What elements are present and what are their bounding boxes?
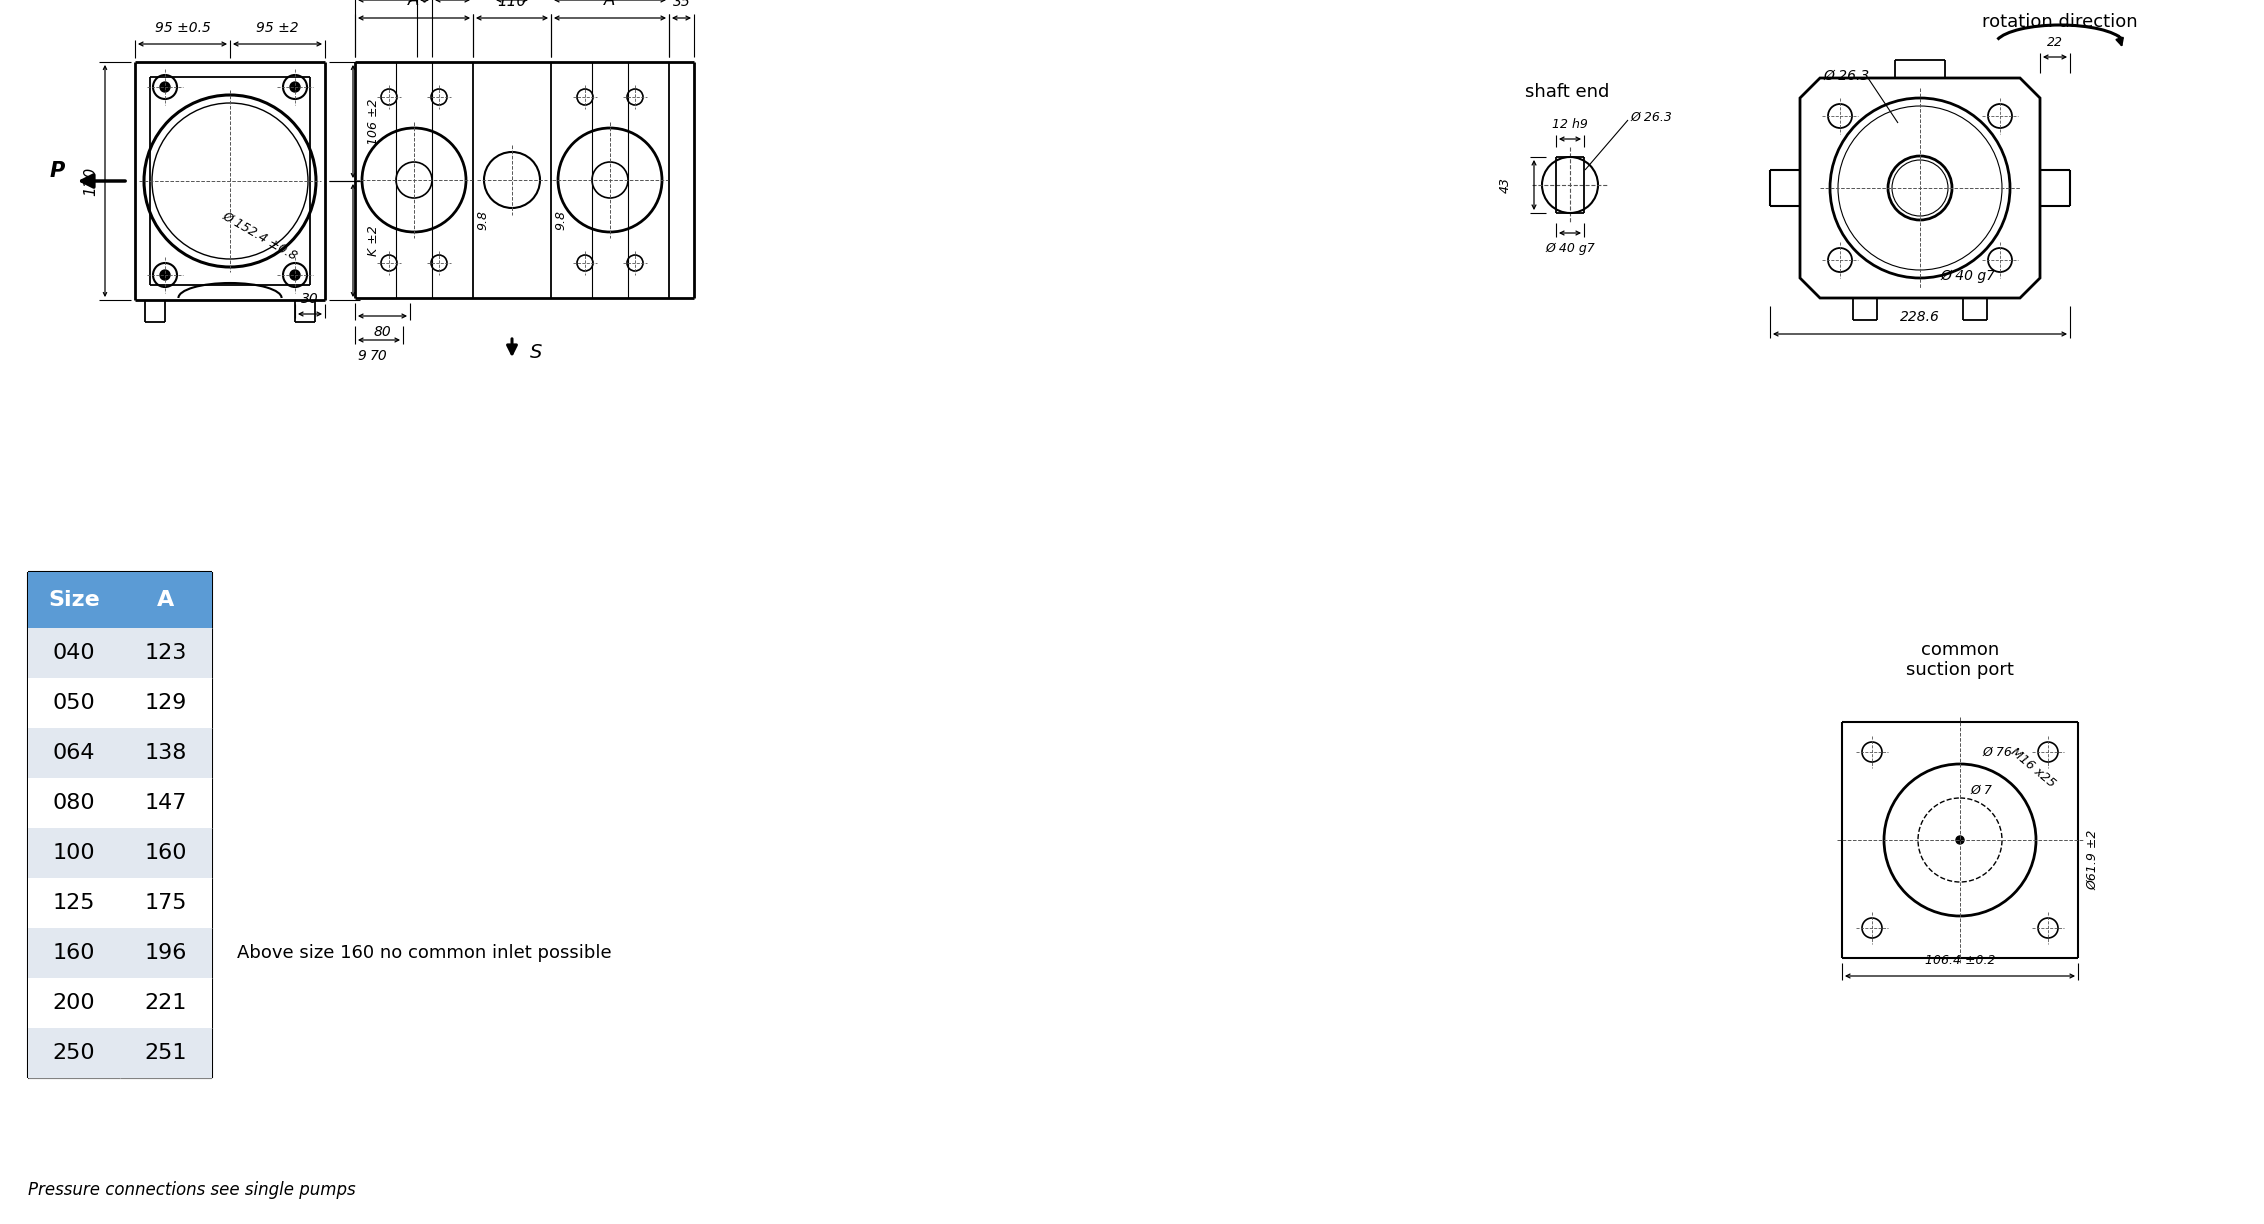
Text: 70: 70 (369, 349, 387, 364)
Bar (120, 1028, 213, 1078)
Text: 160: 160 (52, 942, 95, 963)
Text: Above size 160 no common inlet possible: Above size 160 no common inlet possible (238, 944, 611, 962)
Text: 250: 250 (52, 1043, 95, 1062)
Text: 12 h9: 12 h9 (1553, 118, 1587, 131)
Text: A: A (158, 590, 174, 610)
Bar (120, 728, 213, 778)
Text: Ø 40 g7: Ø 40 g7 (1940, 269, 1995, 283)
Text: 30: 30 (301, 293, 319, 306)
Bar (27, 827, 120, 878)
Text: 050: 050 (52, 693, 95, 714)
Text: 221: 221 (145, 993, 188, 1013)
Text: 9.8: 9.8 (555, 211, 566, 230)
Circle shape (161, 271, 170, 280)
Text: 064: 064 (52, 743, 95, 763)
Text: A: A (408, 0, 419, 9)
Text: Ø 7: Ø 7 (1970, 783, 1992, 797)
Text: Ø 26.3: Ø 26.3 (1825, 69, 1870, 83)
Text: 129: 129 (145, 693, 188, 714)
Bar (120, 928, 213, 978)
Text: shaft end: shaft end (1526, 83, 1610, 102)
Text: 040: 040 (52, 643, 95, 663)
Text: 160: 160 (145, 843, 188, 863)
Text: 110: 110 (84, 166, 100, 196)
Text: Ø 152.4 ±0.8: Ø 152.4 ±0.8 (220, 209, 299, 263)
Bar (27, 1028, 120, 1078)
Text: 95 ±2: 95 ±2 (256, 21, 299, 35)
Text: Ø 76: Ø 76 (1981, 745, 2013, 759)
Text: Ø61.9 ±2: Ø61.9 ±2 (2085, 830, 2099, 890)
Text: Pressure connections see single pumps: Pressure connections see single pumps (27, 1181, 355, 1200)
Circle shape (161, 82, 170, 92)
Bar (27, 728, 120, 778)
Text: 228.6: 228.6 (1899, 310, 1940, 324)
Text: 22: 22 (2047, 35, 2063, 49)
Text: 43: 43 (1499, 177, 1512, 193)
Bar (120, 678, 213, 728)
Text: 080: 080 (52, 793, 95, 813)
Bar (27, 778, 120, 827)
Bar (120, 628, 213, 678)
Text: K ±2: K ±2 (367, 225, 380, 256)
Circle shape (1956, 836, 1963, 845)
Bar (27, 978, 120, 1028)
Text: 106 ±2: 106 ±2 (367, 98, 380, 144)
Text: 9: 9 (358, 349, 367, 364)
Text: 35: 35 (672, 0, 691, 9)
Text: 147: 147 (145, 793, 188, 813)
Bar (120, 827, 213, 878)
Circle shape (290, 82, 301, 92)
Text: rotation direction: rotation direction (1983, 13, 2137, 31)
Bar (27, 678, 120, 728)
Bar (27, 628, 120, 678)
Text: 110: 110 (498, 0, 528, 9)
Text: Size: Size (48, 590, 100, 610)
Text: P: P (50, 162, 66, 181)
Text: 123: 123 (145, 643, 188, 663)
Text: 95 ±0.5: 95 ±0.5 (154, 21, 211, 35)
Text: 100: 100 (52, 843, 95, 863)
Text: 9.8: 9.8 (475, 211, 489, 230)
Text: 138: 138 (145, 743, 188, 763)
Text: Ø 26.3: Ø 26.3 (1630, 110, 1671, 124)
Bar (120, 978, 213, 1028)
Text: 200: 200 (52, 993, 95, 1013)
Text: Ø 40 g7: Ø 40 g7 (1544, 242, 1594, 255)
Text: 106.4 ±0.2: 106.4 ±0.2 (1924, 953, 1995, 967)
Bar (120, 572, 213, 628)
Text: common
suction port: common suction port (1906, 640, 2015, 679)
Circle shape (290, 271, 301, 280)
Bar (120, 878, 213, 928)
Bar (27, 928, 120, 978)
Text: 80: 80 (374, 326, 392, 339)
Text: 125: 125 (52, 894, 95, 913)
Text: S: S (530, 344, 543, 362)
Bar (27, 878, 120, 928)
Text: 196: 196 (145, 942, 188, 963)
Text: 251: 251 (145, 1043, 188, 1062)
Bar (27, 572, 120, 628)
Text: 175: 175 (145, 894, 188, 913)
Text: A: A (604, 0, 616, 9)
Text: M16 x25: M16 x25 (2008, 745, 2058, 791)
Bar (120, 778, 213, 827)
